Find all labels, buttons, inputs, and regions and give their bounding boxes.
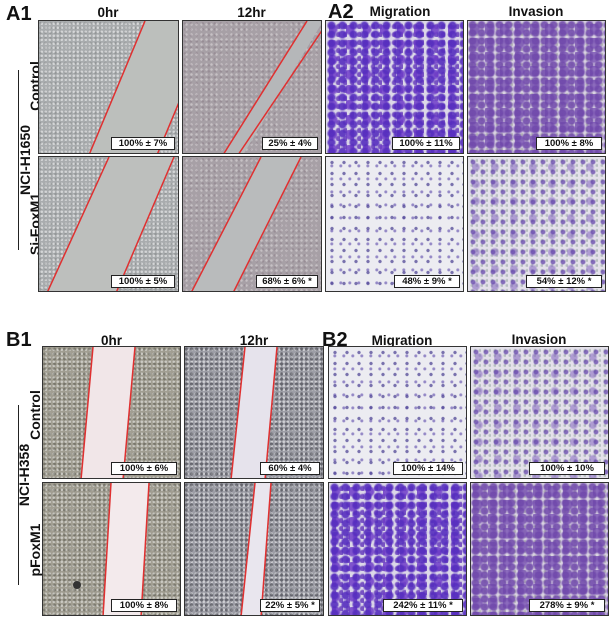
transwell-image-b-control-invasion: 100% ± 10% <box>470 346 609 479</box>
scratch-image-a-control-12hr: 25% ± 4% <box>182 20 322 154</box>
scratch-image-a-sifoxm1-0hr: 100% ± 5% <box>38 156 179 292</box>
panel-label-b1: B1 <box>6 329 32 351</box>
panel-label-a2: A2 <box>328 1 354 23</box>
value-badge: 60% ± 4% <box>260 462 320 475</box>
value-badge: 54% ± 12% * <box>526 275 602 288</box>
value-badge: 100% ± 8% <box>111 599 177 612</box>
value-badge: 242% ± 11% * <box>383 599 463 612</box>
col-title-a2-migration: Migration <box>369 4 431 19</box>
value-badge: 100% ± 7% <box>111 137 175 150</box>
transwell-image-b-pfoxm1-migration: 242% ± 11% * <box>328 482 467 616</box>
col-title-a1-12hr: 12hr <box>237 5 266 20</box>
transwell-image-b-pfoxm1-invasion: 278% ± 9% * <box>470 482 609 616</box>
transwell-image-a-control-migration: 100% ± 11% <box>325 20 464 154</box>
col-title-b2-invasion: Invasion <box>511 332 567 347</box>
scratch-image-b-pfoxm1-0hr: 100% ± 8% <box>42 482 181 616</box>
transwell-image-b-control-migration: 100% ± 14% <box>328 346 467 479</box>
row-label-b-pfoxm1: pFoxM1 <box>27 523 43 577</box>
row-label-b-control: Control <box>27 390 43 440</box>
col-title-b2-migration: Migration <box>371 333 433 348</box>
scratch-image-a-control-0hr: 100% ± 7% <box>38 20 179 154</box>
col-title-b1-0hr: 0hr <box>100 333 122 348</box>
value-badge: 100% ± 8% <box>536 137 602 150</box>
col-title-a2-invasion: Invasion <box>508 4 564 19</box>
transwell-image-a-control-invasion: 100% ± 8% <box>467 20 606 154</box>
value-badge: 100% ± 6% <box>111 462 177 475</box>
col-title-b1-12hr: 12hr <box>239 333 269 348</box>
value-badge: 22% ± 5% * <box>260 599 320 612</box>
cell-line-bracket-a <box>18 70 19 250</box>
scratch-gap-lines <box>89 21 178 153</box>
value-badge: 100% ± 11% <box>392 137 460 150</box>
value-badge: 48% ± 9% * <box>394 275 460 288</box>
cell-line-bracket-b <box>18 405 19 585</box>
panel-label-b2: B2 <box>322 329 348 351</box>
transwell-image-a-sifoxm1-invasion: 54% ± 12% * <box>467 156 606 292</box>
value-badge: 100% ± 5% <box>111 275 175 288</box>
transwell-image-a-sifoxm1-migration: 48% ± 9% * <box>325 156 464 292</box>
col-title-a1-0hr: 0hr <box>97 5 119 20</box>
value-badge: 100% ± 10% <box>529 462 605 475</box>
scratch-image-b-control-12hr: 60% ± 4% <box>184 346 324 479</box>
value-badge: 25% ± 4% <box>262 137 318 150</box>
panel-label-a1: A1 <box>6 3 32 25</box>
value-badge: 68% ± 6% * <box>256 275 318 288</box>
value-badge: 100% ± 14% <box>393 462 463 475</box>
value-badge: 278% ± 9% * <box>529 599 605 612</box>
scratch-image-b-control-0hr: 100% ± 6% <box>42 346 181 479</box>
scratch-image-a-sifoxm1-12hr: 68% ± 6% * <box>182 156 322 292</box>
scratch-image-b-pfoxm1-12hr: 22% ± 5% * <box>184 482 324 616</box>
